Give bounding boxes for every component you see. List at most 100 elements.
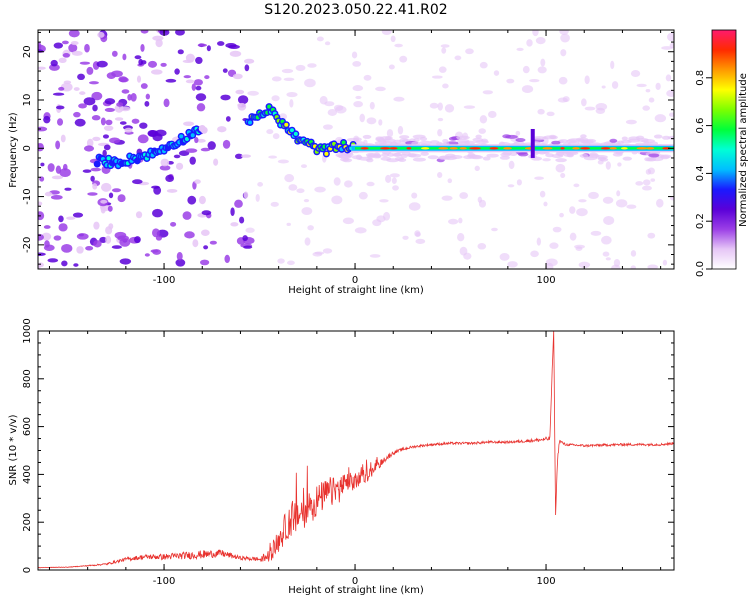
noise-blob bbox=[463, 252, 472, 260]
colorbar: 0.0 0.2 0.4 0.6 0.8 Normalized spectral ampl… bbox=[695, 29, 749, 277]
noise-blob bbox=[191, 83, 197, 91]
noise-blob bbox=[560, 33, 570, 43]
noise-blob bbox=[536, 237, 542, 246]
noise-blob bbox=[38, 66, 46, 70]
noise-blob bbox=[647, 232, 656, 239]
chart-title: S120.2023.050.22.41.R02 bbox=[264, 2, 447, 18]
noise-blob bbox=[197, 43, 208, 47]
x-tick-label: -100 bbox=[153, 576, 176, 587]
noise-blob bbox=[316, 36, 324, 42]
noise-blob bbox=[625, 119, 637, 125]
noise-blob bbox=[609, 138, 618, 143]
noise-blob bbox=[486, 153, 499, 158]
noise-blob bbox=[521, 85, 534, 94]
noise-blob bbox=[130, 92, 137, 102]
noise-blob bbox=[153, 186, 162, 195]
y-tick-label: 600 bbox=[22, 417, 33, 436]
colorbar-ticks: 0.0 0.2 0.4 0.6 0.8 bbox=[695, 70, 712, 277]
noise-blob bbox=[217, 126, 227, 133]
noise-blob bbox=[58, 57, 67, 63]
noise-blob bbox=[38, 143, 45, 152]
noise-blob bbox=[182, 211, 192, 220]
noise-blob bbox=[137, 134, 149, 144]
noise-blob bbox=[196, 138, 206, 143]
noise-blob bbox=[578, 261, 591, 269]
noise-blob bbox=[307, 63, 317, 68]
noise-blob bbox=[300, 164, 307, 169]
ridge-core bbox=[293, 131, 298, 136]
noise-blob bbox=[288, 184, 298, 191]
noise-blob bbox=[295, 64, 306, 72]
noise-blob bbox=[136, 75, 142, 83]
noise-blob bbox=[92, 183, 98, 190]
noise-blob bbox=[407, 153, 422, 158]
noise-blob bbox=[38, 126, 48, 132]
noise-blob bbox=[47, 258, 59, 263]
noise-blob bbox=[271, 76, 282, 82]
bottom-xlabel: Height of straight line (km) bbox=[288, 585, 424, 596]
noise-blob bbox=[286, 222, 291, 226]
noise-blob bbox=[392, 152, 403, 157]
noise-blob bbox=[175, 162, 184, 171]
noise-blob bbox=[478, 128, 486, 134]
noise-blob bbox=[398, 138, 409, 143]
noise-blob bbox=[140, 44, 145, 52]
y-tick-label: 20 bbox=[22, 45, 33, 58]
noise-blob bbox=[322, 124, 333, 130]
noise-blob bbox=[52, 92, 65, 96]
tone-peak bbox=[609, 147, 617, 150]
noise-blob bbox=[611, 264, 621, 269]
noise-blob bbox=[61, 260, 68, 267]
noise-blob bbox=[70, 41, 79, 46]
noise-blob bbox=[64, 187, 72, 191]
noise-blob bbox=[247, 90, 259, 96]
noise-blob bbox=[653, 134, 663, 139]
tone-peak bbox=[420, 147, 430, 150]
noise-blob bbox=[635, 135, 645, 140]
noise-blob bbox=[232, 73, 243, 80]
burst-blob bbox=[530, 128, 535, 158]
noise-blob bbox=[437, 117, 444, 122]
noise-blob bbox=[268, 155, 278, 159]
noise-blob bbox=[91, 91, 103, 101]
noise-blob bbox=[243, 191, 249, 199]
noise-blob bbox=[386, 129, 394, 138]
noise-blob bbox=[100, 182, 112, 192]
noise-blob bbox=[381, 30, 392, 36]
noise-blob bbox=[83, 145, 95, 152]
noise-blob bbox=[90, 167, 102, 172]
y-tick-label: 10 bbox=[22, 94, 33, 107]
noise-blob bbox=[230, 207, 235, 217]
snr-frame bbox=[37, 330, 675, 571]
noise-blob bbox=[73, 87, 80, 91]
noise-blob bbox=[324, 41, 331, 46]
noise-blob bbox=[650, 178, 656, 182]
tone-peak bbox=[560, 147, 565, 150]
noise-blob bbox=[359, 113, 365, 123]
ridge-core bbox=[202, 128, 207, 133]
noise-blob bbox=[88, 81, 99, 85]
noise-blob bbox=[287, 260, 295, 266]
noise-blob bbox=[605, 257, 611, 261]
ridge-core bbox=[280, 119, 285, 124]
noise-blob bbox=[239, 216, 245, 224]
noise-blob bbox=[560, 49, 567, 57]
noise-blob bbox=[225, 116, 231, 122]
noise-blob bbox=[176, 252, 183, 261]
noise-blob bbox=[516, 47, 524, 51]
noise-blob bbox=[322, 248, 333, 254]
noise-blob bbox=[289, 99, 294, 108]
noise-blob bbox=[235, 89, 245, 95]
noise-blob bbox=[55, 105, 65, 110]
noise-blob bbox=[642, 105, 650, 111]
noise-blob bbox=[119, 258, 132, 265]
noise-blob bbox=[131, 118, 140, 124]
top-ylabel: Frequency (Hz) bbox=[8, 112, 19, 188]
noise-blob bbox=[399, 55, 408, 63]
noise-blob bbox=[307, 225, 314, 231]
noise-blob bbox=[97, 31, 105, 38]
noise-blob bbox=[47, 163, 55, 172]
noise-blob bbox=[99, 236, 108, 243]
noise-blob bbox=[87, 192, 98, 196]
